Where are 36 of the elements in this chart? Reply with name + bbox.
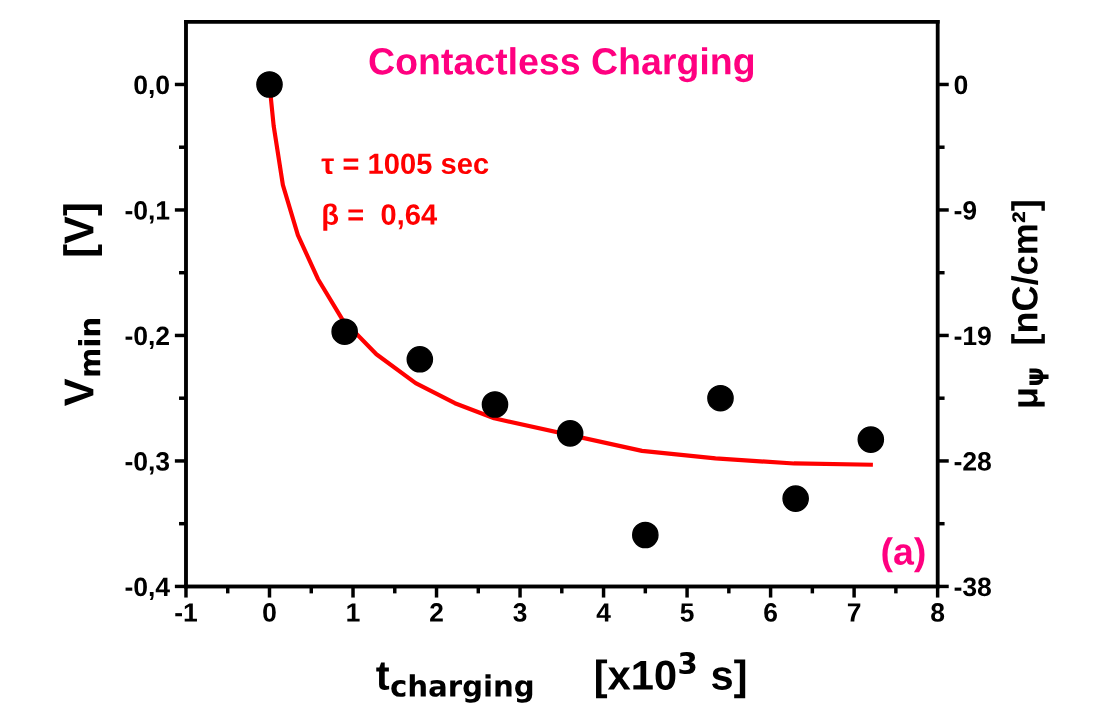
- point: [782, 485, 809, 512]
- point: [857, 426, 885, 453]
- point: [632, 521, 659, 549]
- y-tick-label: 0,0: [134, 75, 169, 99]
- x-tick-label: -1: [175, 603, 197, 622]
- y2-tick-label: -19: [954, 326, 991, 346]
- x-tick-label: 0: [263, 603, 276, 622]
- text: V$_{min}$ [V]: [63, 204, 102, 406]
- annotation: (a): [882, 537, 925, 573]
- text: Contactless Charging: [369, 47, 754, 83]
- x-tick-label: 6: [764, 603, 777, 622]
- point: [481, 391, 509, 418]
- annotation: τ = 1005 sec: [321, 153, 489, 175]
- y2-axis-title: μ$_{ψ}$ [nC/cm²]: [1011, 201, 1049, 407]
- x-tick-label: 8: [931, 603, 945, 622]
- y-tick-label: -0,1: [125, 201, 170, 224]
- x-tick-label: 7: [847, 603, 861, 622]
- x-tick-label: 4: [596, 603, 611, 622]
- x-tick-label: 2: [430, 603, 443, 622]
- point: [556, 420, 584, 447]
- y-tick-label: -0,4: [125, 577, 170, 601]
- point: [331, 318, 358, 345]
- y2-tick-label: 0: [954, 75, 968, 95]
- point: [256, 71, 283, 98]
- y-tick-label: -0,2: [125, 326, 169, 350]
- y-tick-label: -0,3: [125, 452, 170, 475]
- point: [707, 384, 734, 412]
- annotation: β = 0,64: [323, 203, 438, 231]
- x-tick-label: 1: [347, 603, 360, 622]
- point: [406, 345, 434, 373]
- x-tick-label: 5: [680, 603, 694, 622]
- y2-tick-label: -38: [954, 577, 991, 597]
- y2-tick-label: -9: [954, 201, 977, 220]
- x-tick-label: 3: [513, 603, 527, 622]
- text: t$_{charging}$ [x10$^{3}$ s]: [376, 652, 746, 703]
- y2-tick-label: -28: [954, 452, 991, 471]
